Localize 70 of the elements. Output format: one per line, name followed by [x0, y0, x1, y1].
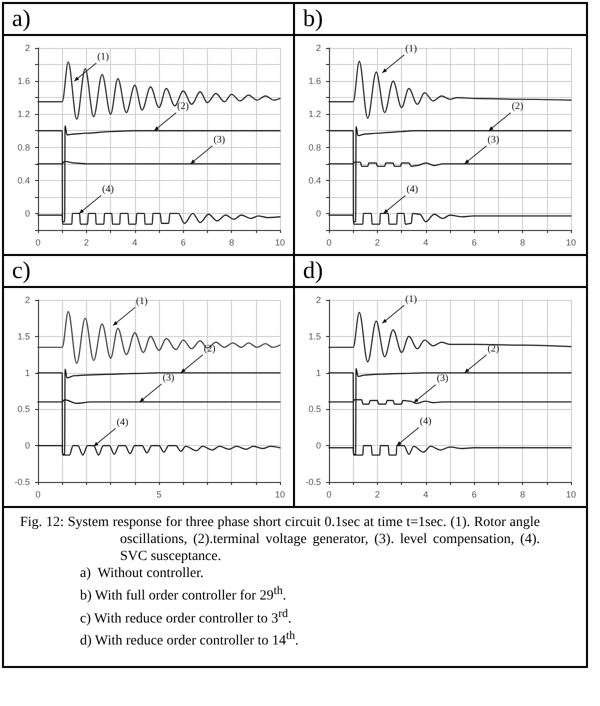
y-tick-label: 0.4 [308, 175, 321, 186]
y-tick-label: 0 [316, 440, 321, 451]
x-tick-label: 6 [472, 238, 477, 248]
y-tick-label: 2 [24, 43, 30, 53]
annotation: (1) [405, 43, 417, 54]
y-tick-label: 0.4 [17, 175, 30, 186]
y-tick-label: 1 [24, 368, 30, 378]
x-tick-label: 0 [35, 490, 41, 500]
y-tick-label: 1.2 [308, 109, 321, 120]
x-tick-label: 2 [374, 490, 380, 500]
x-tick-label: 2 [374, 238, 380, 248]
y-tick-label: 1.5 [308, 331, 321, 342]
x-tick-label: 10 [274, 490, 286, 500]
annotation: (3) [488, 134, 500, 146]
x-tick-label: 10 [566, 238, 576, 248]
y-tick-label: 0 [24, 208, 30, 218]
y-tick-label: 1.5 [17, 331, 30, 342]
chart-title: c) [4, 256, 293, 288]
x-tick-label: 6 [180, 238, 186, 248]
annotation: (1) [405, 294, 417, 305]
y-tick-label: 0 [24, 440, 30, 451]
y-tick-label: 1.6 [17, 76, 30, 86]
x-tick-label: 2 [84, 238, 89, 248]
text: b) With full order controller for 29$^{th}$. [79, 583, 288, 605]
annotation: (2) [204, 343, 216, 354]
annotation: (4) [116, 416, 128, 428]
x-tick-label: 10 [566, 490, 576, 500]
y-tick-label: -0.5 [305, 477, 321, 487]
x-tick-label: 4 [132, 238, 138, 248]
text: d) With reduce order controller to 14$^{th}$. [79, 628, 300, 650]
annotation: (2) [512, 101, 524, 112]
annotation: (2) [488, 343, 500, 354]
y-tick-label: 0.5 [17, 404, 30, 414]
y-tick-label: 0.8 [17, 142, 30, 152]
annotation: (3) [436, 373, 448, 384]
y-tick-label: 0 [316, 208, 321, 218]
chart-title: d) [295, 256, 586, 288]
annotation: (2) [177, 101, 189, 112]
annotation: (4) [420, 416, 432, 428]
annotation: (1) [136, 296, 148, 307]
x-tick-label: 8 [229, 238, 234, 248]
x-tick-label: 10 [274, 238, 286, 248]
y-tick-label: 1 [316, 368, 321, 378]
y-tick-label: 0.8 [308, 142, 321, 152]
y-tick-label: 1.6 [308, 76, 321, 86]
chart-title: a) [4, 4, 293, 36]
x-tick-label: 8 [520, 490, 526, 500]
annotation: (3) [162, 372, 174, 384]
y-tick-label: 2 [24, 295, 30, 305]
annotation: (4) [102, 184, 114, 195]
y-tick-label: -0.5 [14, 477, 30, 487]
y-tick-label: 0.5 [308, 404, 321, 414]
x-tick-label: 4 [423, 238, 428, 248]
caption: Fig. 12: System response for three phase short circuit 0.1sec at time t=1sec. (1). Rotor angle oscillations, (2).terminal voltage generator, (3). level compensation, (4). SVC susceptance. [20, 514, 540, 565]
annotation: (3) [213, 134, 226, 146]
x-tick-label: 0 [35, 238, 41, 248]
text: c) With reduce order controller to 3$^{rd}$. [79, 606, 292, 628]
x-tick-label: 0 [326, 490, 332, 500]
x-tick-label: 6 [472, 490, 477, 500]
x-tick-label: 8 [520, 238, 526, 248]
x-tick-label: 5 [156, 490, 162, 500]
x-tick-label: 4 [423, 490, 428, 500]
text: a) Without controller. [79, 565, 205, 582]
x-tick-label: 0 [326, 238, 332, 248]
y-tick-label: 2 [316, 295, 321, 305]
chart-title: b) [295, 4, 586, 36]
y-tick-label: 2 [316, 43, 321, 53]
y-tick-label: 1.2 [17, 109, 30, 120]
annotation: (4) [406, 184, 418, 195]
annotation: (1) [97, 52, 109, 63]
